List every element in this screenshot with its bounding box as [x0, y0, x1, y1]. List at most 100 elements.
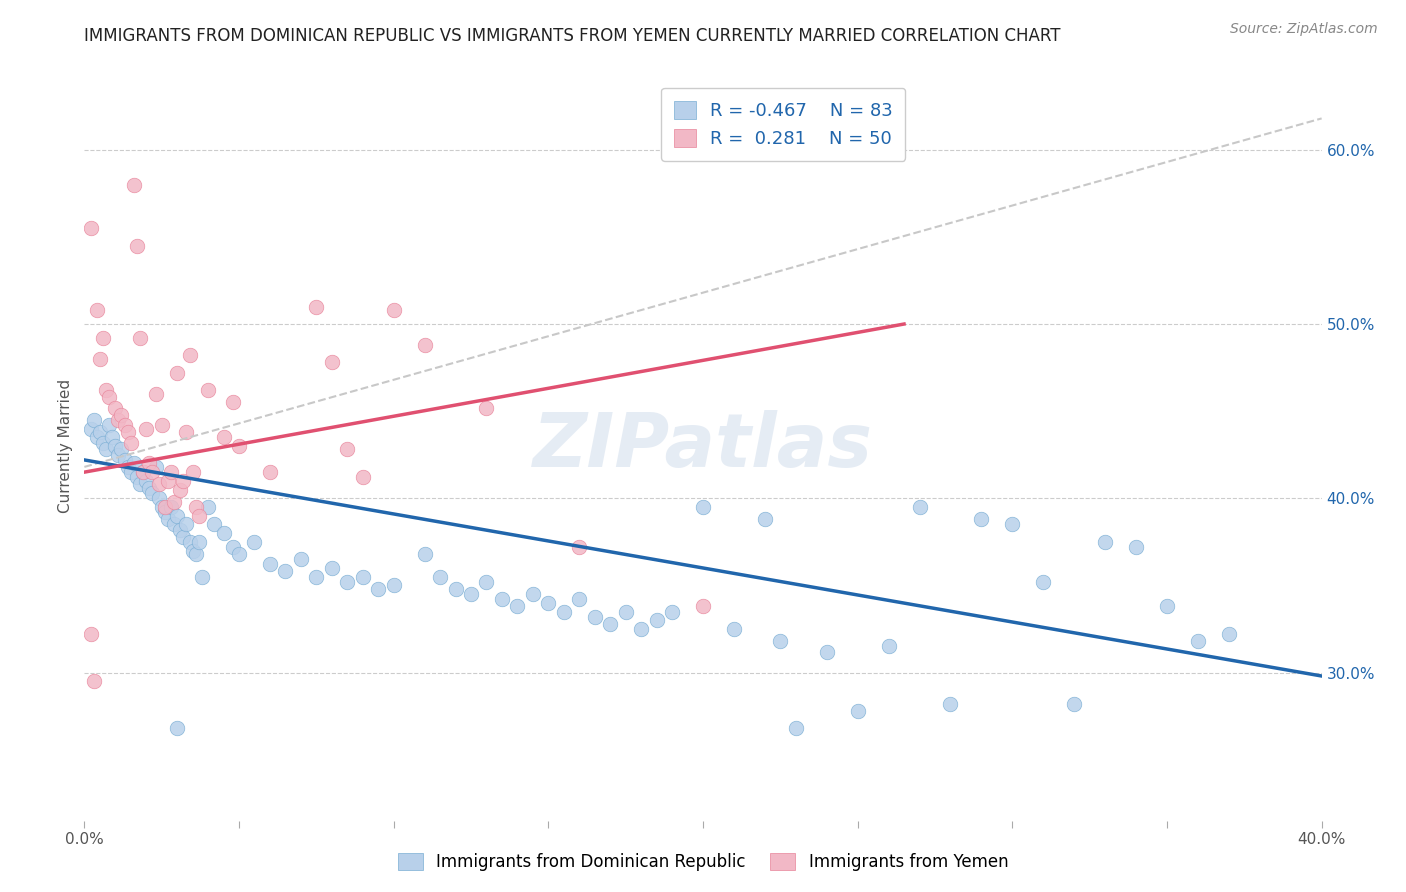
Point — [537, 596, 560, 610]
Point — [141, 465, 163, 479]
Point — [148, 477, 170, 491]
Point — [166, 721, 188, 735]
Point — [382, 303, 405, 318]
Point — [104, 439, 127, 453]
Point — [150, 418, 173, 433]
Point — [321, 561, 343, 575]
Point — [212, 526, 235, 541]
Point — [491, 592, 513, 607]
Point — [98, 390, 121, 404]
Point — [98, 418, 121, 433]
Point — [197, 500, 219, 514]
Point — [630, 622, 652, 636]
Legend: Immigrants from Dominican Republic, Immigrants from Yemen: Immigrants from Dominican Republic, Immi… — [389, 845, 1017, 880]
Point — [117, 459, 139, 474]
Point — [939, 697, 962, 711]
Point — [122, 457, 145, 471]
Point — [94, 442, 117, 457]
Point — [135, 474, 157, 488]
Point — [444, 582, 467, 596]
Point — [110, 408, 132, 422]
Point — [83, 413, 105, 427]
Point — [305, 300, 328, 314]
Point — [723, 622, 745, 636]
Point — [413, 547, 436, 561]
Point — [1218, 627, 1240, 641]
Point — [125, 470, 148, 484]
Point — [114, 418, 136, 433]
Point — [568, 592, 591, 607]
Point — [150, 500, 173, 514]
Point — [568, 540, 591, 554]
Text: ZIPatlas: ZIPatlas — [533, 409, 873, 483]
Point — [754, 512, 776, 526]
Point — [122, 178, 145, 192]
Point — [506, 599, 529, 614]
Point — [86, 430, 108, 444]
Point — [429, 570, 451, 584]
Point — [153, 500, 176, 514]
Point — [367, 582, 389, 596]
Point — [274, 565, 297, 579]
Point — [101, 430, 124, 444]
Y-axis label: Currently Married: Currently Married — [58, 379, 73, 513]
Point — [1063, 697, 1085, 711]
Point — [352, 570, 374, 584]
Point — [187, 534, 209, 549]
Point — [125, 238, 148, 252]
Point — [179, 348, 201, 362]
Point — [228, 439, 250, 453]
Point — [166, 366, 188, 380]
Point — [160, 465, 183, 479]
Point — [107, 413, 129, 427]
Point — [120, 435, 142, 450]
Point — [599, 616, 621, 631]
Point — [132, 465, 155, 479]
Point — [1125, 540, 1147, 554]
Point — [176, 517, 198, 532]
Point — [156, 512, 179, 526]
Point — [222, 395, 245, 409]
Point — [138, 481, 160, 495]
Point — [352, 470, 374, 484]
Text: Source: ZipAtlas.com: Source: ZipAtlas.com — [1230, 22, 1378, 37]
Point — [290, 552, 312, 566]
Point — [785, 721, 807, 735]
Point — [191, 570, 214, 584]
Point — [179, 534, 201, 549]
Point — [815, 645, 838, 659]
Point — [1032, 574, 1054, 589]
Point — [129, 477, 152, 491]
Point — [877, 640, 900, 654]
Point — [176, 425, 198, 439]
Point — [145, 386, 167, 401]
Point — [259, 558, 281, 572]
Point — [156, 474, 179, 488]
Point — [305, 570, 328, 584]
Point — [83, 674, 105, 689]
Point — [91, 435, 114, 450]
Point — [153, 505, 176, 519]
Point — [135, 421, 157, 435]
Point — [1187, 634, 1209, 648]
Point — [104, 401, 127, 415]
Point — [110, 442, 132, 457]
Point — [475, 574, 498, 589]
Point — [172, 530, 194, 544]
Point — [692, 500, 714, 514]
Point — [129, 331, 152, 345]
Point — [163, 517, 186, 532]
Point — [460, 587, 482, 601]
Point — [846, 704, 869, 718]
Legend: R = -0.467    N = 83, R =  0.281    N = 50: R = -0.467 N = 83, R = 0.281 N = 50 — [661, 88, 905, 161]
Point — [413, 338, 436, 352]
Point — [86, 303, 108, 318]
Point — [228, 547, 250, 561]
Point — [222, 540, 245, 554]
Point — [79, 421, 101, 435]
Point — [202, 517, 225, 532]
Point — [160, 500, 183, 514]
Point — [132, 465, 155, 479]
Point — [553, 605, 575, 619]
Point — [187, 508, 209, 523]
